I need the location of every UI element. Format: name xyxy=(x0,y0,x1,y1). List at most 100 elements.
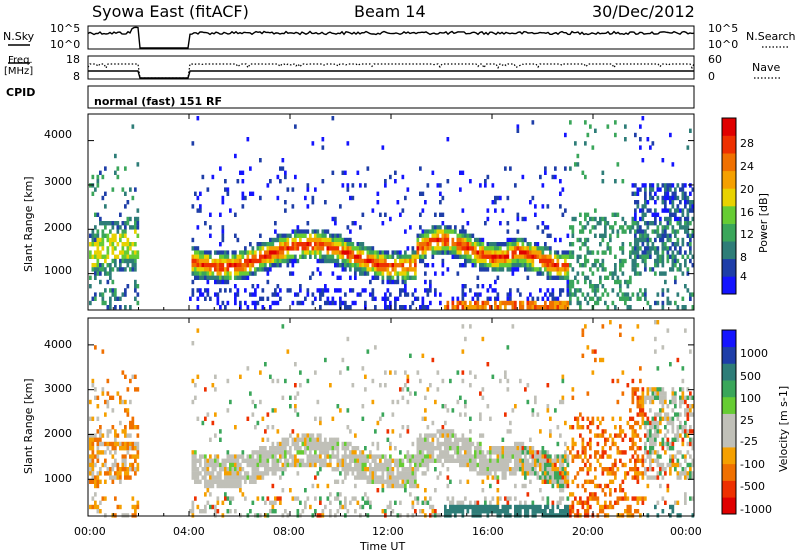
power-cell xyxy=(589,296,592,301)
velocity-cell xyxy=(339,370,342,375)
velocity-cell xyxy=(621,429,625,434)
power-cell xyxy=(634,216,637,222)
velocity-cell xyxy=(496,475,500,480)
velocity-cell xyxy=(219,429,222,434)
velocity-cell xyxy=(641,404,645,409)
velocity-cell xyxy=(686,416,690,421)
velocity-cell xyxy=(654,441,657,447)
power-cell xyxy=(224,271,227,276)
velocity-cb-tick-25: 25 xyxy=(740,414,754,427)
velocity-cell xyxy=(251,467,255,472)
power-cell xyxy=(671,258,675,264)
power-cell xyxy=(309,233,312,238)
xlabel: Time UT xyxy=(360,540,406,553)
velocity-cell xyxy=(121,462,125,468)
power-cell xyxy=(399,212,402,217)
velocity-cell xyxy=(541,462,545,468)
power-cell xyxy=(99,267,102,272)
power-cell xyxy=(354,246,357,251)
power-cell xyxy=(359,292,362,297)
power-cell xyxy=(254,267,257,272)
power-cell xyxy=(246,254,250,259)
power-cell xyxy=(209,267,212,272)
velocity-cell xyxy=(114,441,117,447)
velocity-cell xyxy=(536,462,540,468)
power-cell xyxy=(101,221,105,226)
power-cell xyxy=(339,300,342,306)
velocity-cell xyxy=(386,467,390,472)
velocity-cell xyxy=(394,458,397,463)
power-cell xyxy=(311,141,315,146)
power-cell xyxy=(659,187,662,192)
velocity-cell xyxy=(631,429,635,434)
velocity-cell xyxy=(224,479,227,484)
power-cell xyxy=(666,300,670,306)
power-cell xyxy=(219,254,222,259)
velocity-cell xyxy=(609,500,612,505)
velocity-cell xyxy=(626,496,630,501)
velocity-cell xyxy=(459,504,462,510)
velocity-cell xyxy=(226,458,230,463)
velocity-cell xyxy=(291,429,295,434)
velocity-cell xyxy=(534,462,537,468)
velocity-cell xyxy=(634,391,637,396)
velocity-cell xyxy=(559,475,562,480)
power-cell xyxy=(251,254,255,259)
power-cell xyxy=(674,191,677,196)
velocity-cell xyxy=(224,496,227,501)
velocity-cell xyxy=(619,496,622,501)
velocity-cell xyxy=(526,458,530,463)
power-cell xyxy=(569,120,572,125)
power-cell xyxy=(494,305,497,310)
velocity-cell xyxy=(426,454,430,459)
velocity-cell xyxy=(571,500,575,505)
velocity-cell xyxy=(644,395,647,400)
power-cell xyxy=(249,258,252,264)
velocity-cell xyxy=(531,450,535,455)
velocity-cell xyxy=(664,467,667,472)
power-cell xyxy=(214,275,217,280)
power-cell xyxy=(571,242,575,247)
power-cell xyxy=(459,300,462,306)
power-cell xyxy=(466,242,470,247)
power-cell xyxy=(244,195,247,201)
velocity-cell xyxy=(261,475,265,480)
velocity-cell xyxy=(406,471,410,476)
power-cell xyxy=(556,254,560,259)
power-cell xyxy=(461,305,465,310)
velocity-cell xyxy=(399,462,402,468)
velocity-cell xyxy=(681,395,685,400)
power-cell xyxy=(296,225,300,230)
power-cell xyxy=(236,263,240,268)
power-cell xyxy=(309,242,312,247)
freq-tick-high: 18 xyxy=(66,53,80,66)
velocity-cell xyxy=(686,395,690,400)
velocity-cell xyxy=(331,437,335,442)
power-cell xyxy=(474,254,477,259)
velocity-cell xyxy=(259,450,262,455)
velocity-cell xyxy=(291,458,295,463)
power-cell xyxy=(131,258,135,264)
velocity-cell xyxy=(631,454,635,459)
velocity-cell xyxy=(324,454,327,459)
velocity-cell xyxy=(216,462,220,468)
nave-label: Nave xyxy=(752,61,781,74)
power-cell xyxy=(371,296,375,301)
power-cell xyxy=(244,288,247,293)
power-cell xyxy=(451,229,455,234)
power-cell xyxy=(369,250,372,255)
power-cell xyxy=(306,204,310,209)
velocity-cell xyxy=(309,433,312,438)
power-cell xyxy=(316,288,320,293)
velocity-cell xyxy=(214,475,217,480)
velocity-cell xyxy=(501,462,505,468)
velocity-cell xyxy=(119,467,122,472)
power-ytick-3000: 3000 xyxy=(44,175,72,188)
velocity-cell xyxy=(639,404,642,409)
velocity-cell xyxy=(361,471,365,476)
power-cell xyxy=(579,300,582,306)
power-cell xyxy=(106,250,110,255)
velocity-cell xyxy=(389,458,392,463)
power-cell xyxy=(421,258,425,264)
velocity-cell xyxy=(444,404,447,409)
